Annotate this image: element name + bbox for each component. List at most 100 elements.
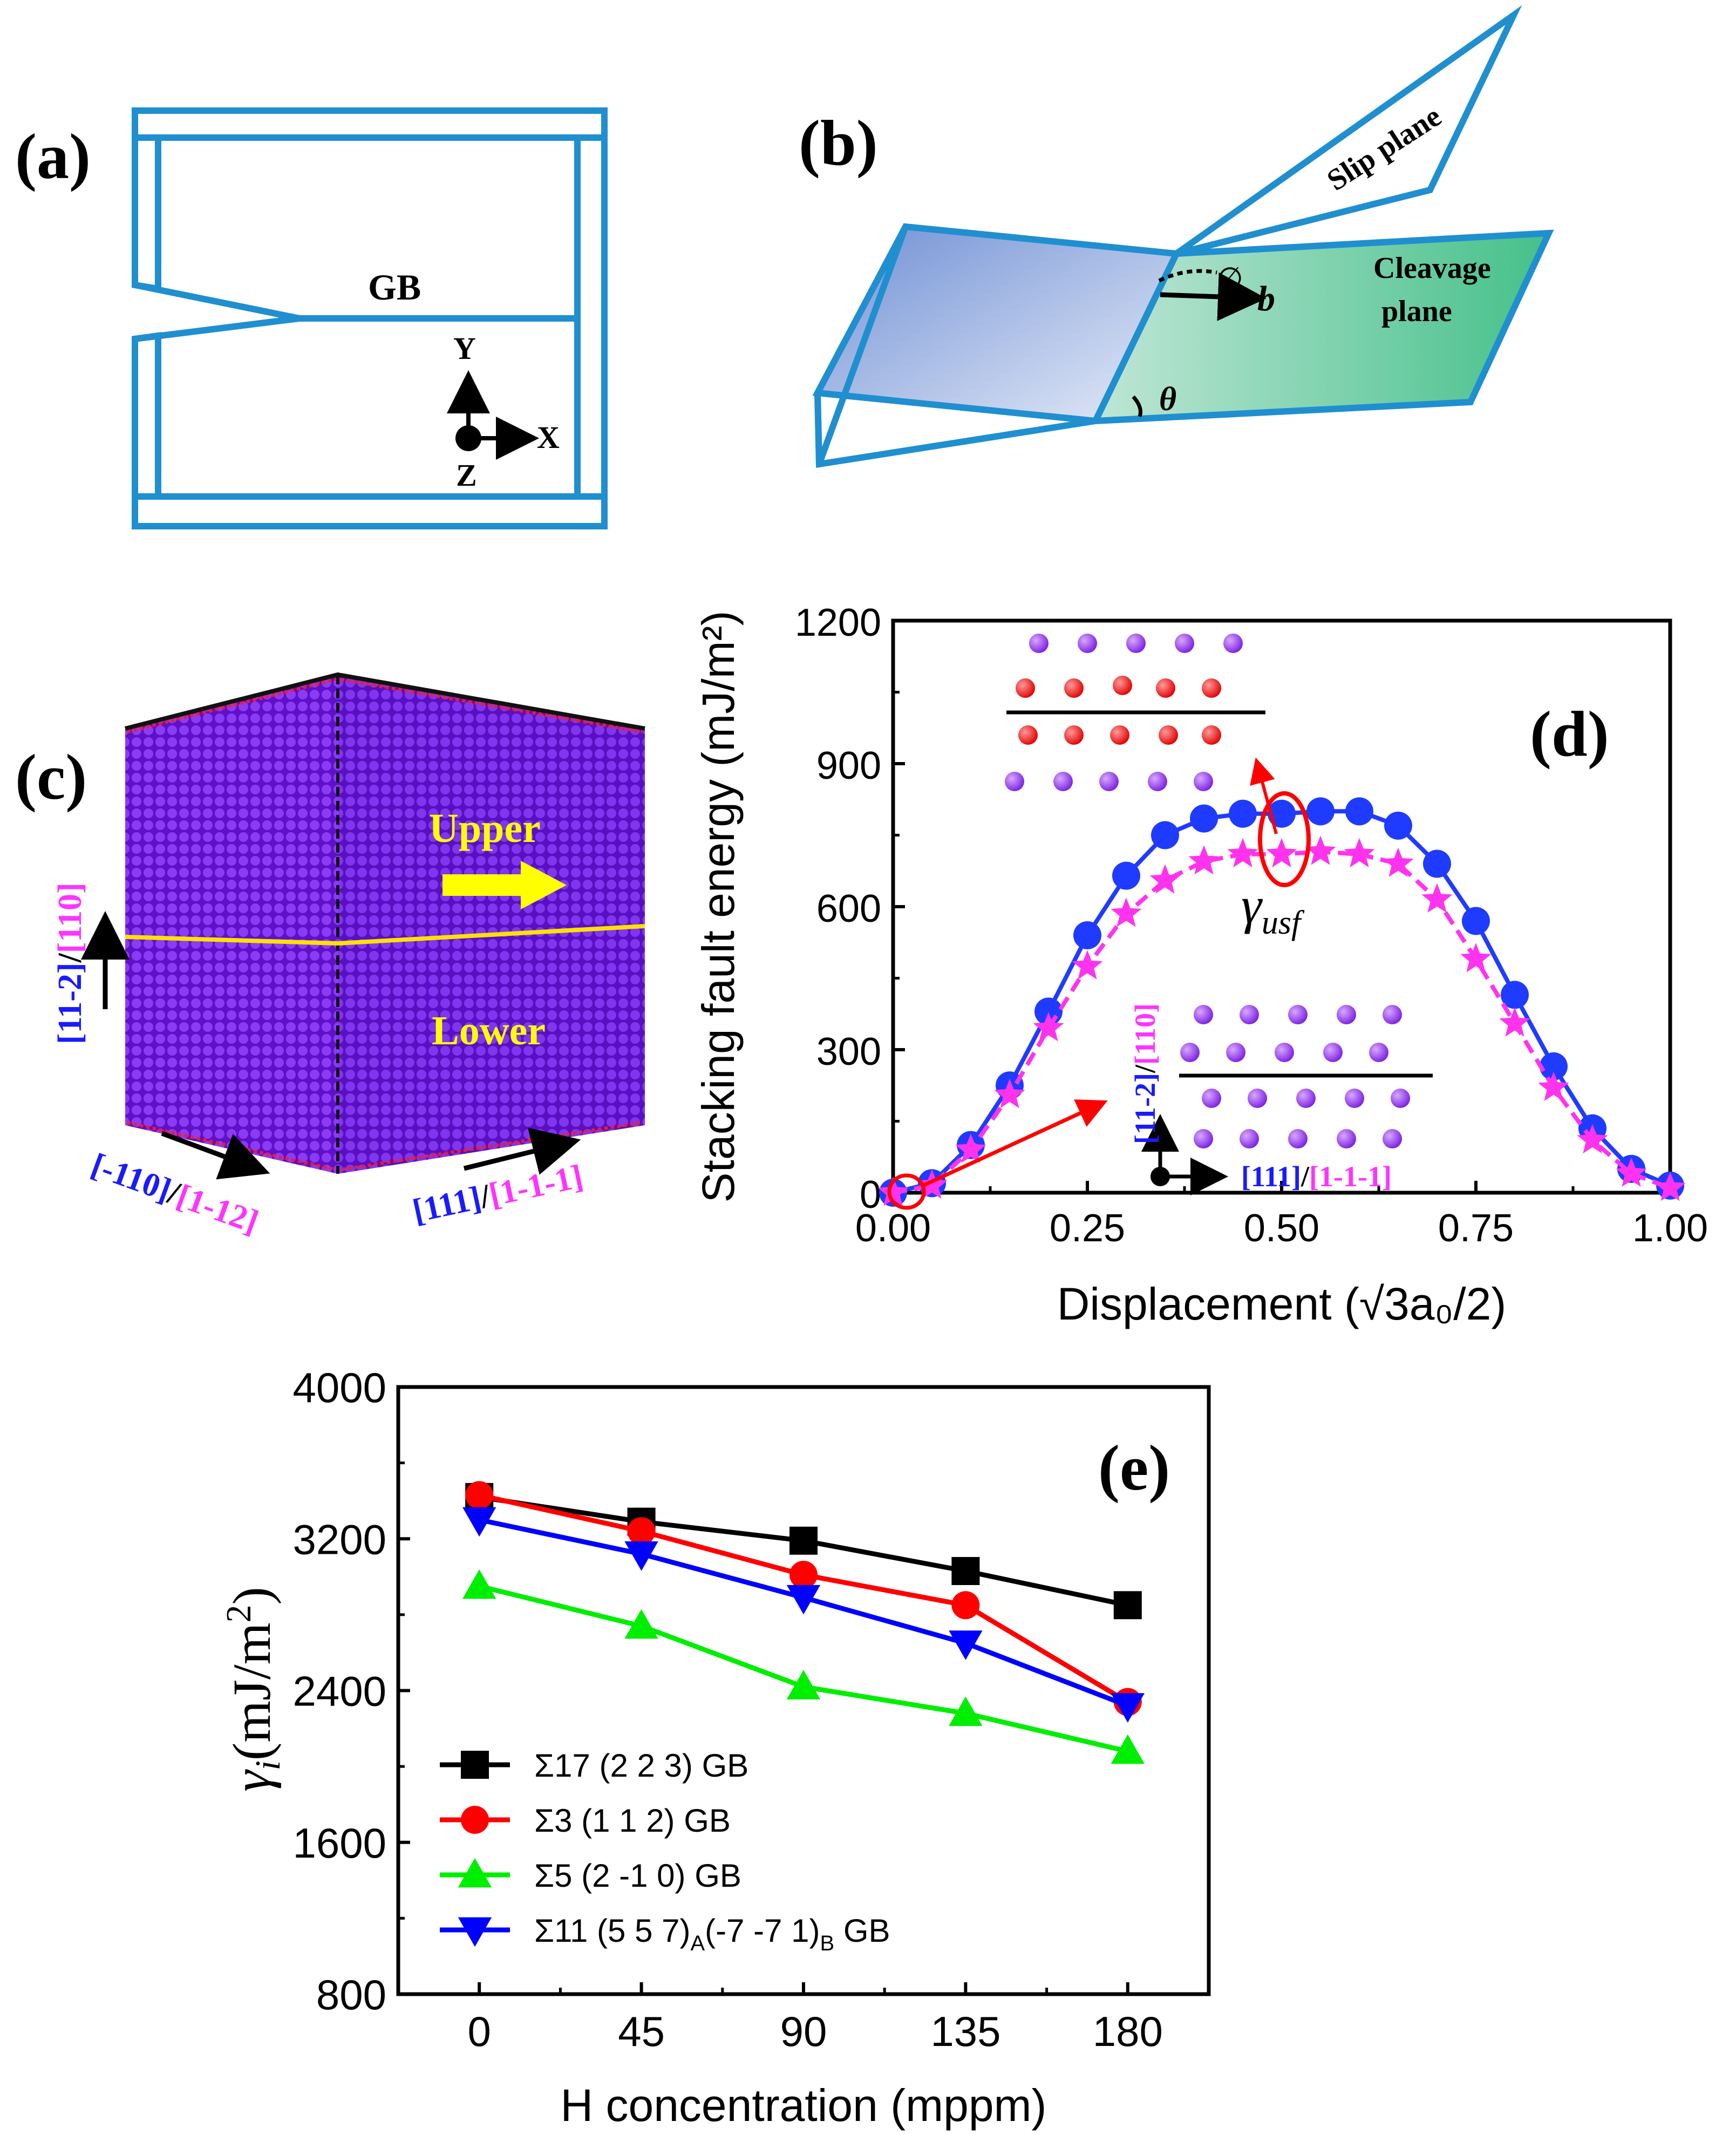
chart-d-series-1-point <box>1540 1052 1568 1080</box>
chart-e-ytick-label: 3200 <box>292 1515 386 1563</box>
theta-symbol: θ <box>1159 381 1176 418</box>
chart-d-series-2-point <box>1616 1157 1647 1187</box>
chart-d-series-1-point <box>1501 981 1529 1009</box>
chart-e-series-1-point <box>1113 1591 1142 1620</box>
chart-e-xtick-label: 135 <box>930 2008 1000 2055</box>
chart-d-series-2-point <box>1383 847 1414 877</box>
slip-plane <box>1174 5 1522 257</box>
panel-d-label: (d) <box>1530 698 1609 770</box>
vertical-dir-a: [11-2] <box>52 962 88 1044</box>
panel-a-label: (a) <box>15 120 91 192</box>
burgers-vector: ∅ b <box>1158 262 1275 321</box>
cleavage-plane-label-2: plane <box>1381 295 1452 328</box>
legend-label-part: GB <box>834 1913 890 1949</box>
crystal-right-face <box>338 675 645 1174</box>
chart-e-xtick-label: 90 <box>780 2008 827 2055</box>
chart-d-series-2-point <box>1227 838 1258 868</box>
chart-e-series-3-point <box>624 1609 658 1639</box>
chart-d-series-2-point <box>1305 835 1336 865</box>
cleavage-plane-label-1: Cleavage <box>1373 251 1491 285</box>
chart-d-series-1-point <box>1151 821 1179 849</box>
chart-e-series-2-point <box>789 1561 818 1589</box>
usf-row-2 <box>1016 676 1221 698</box>
chart-d-ylabel: Stacking fault energy (mJ/m²) <box>693 610 744 1202</box>
chart-d-series-2-point <box>1655 1172 1686 1201</box>
origin-highlight-ellipse <box>887 1173 926 1210</box>
slip-plane-label: Slip plane <box>1321 99 1447 198</box>
axis-y-label: Y <box>453 331 476 366</box>
chart-d-series-1-point <box>1190 804 1218 833</box>
chart-e-ticks: 800 1600 2400 3200 4000 0 45 90 135 180 <box>292 1364 1162 2055</box>
chart-e-xtick-label: 45 <box>618 2008 665 2055</box>
inset-dir-c: [111] <box>1241 1160 1301 1193</box>
chart-d-xtick-label: 0.50 <box>1244 1207 1319 1250</box>
legend-entry-2: Σ3 (1 1 2) GB <box>440 1803 731 1839</box>
chart-e-series-4-point <box>624 1541 658 1571</box>
vertical-dir-b: [110] <box>52 882 88 953</box>
chart-d-xtick-label: 1.00 <box>1632 1207 1708 1250</box>
chart-d-series-1-line <box>893 809 1671 1195</box>
chart-d-series-1-point <box>1306 797 1335 826</box>
panel-a: (a) GB Y X Z <box>15 107 608 529</box>
chart-e-legend: Σ17 (2 2 3) GB Σ3 (1 1 2) GB Σ5 (2 -1 0) G… <box>440 1748 890 1955</box>
chart-d-series-2-point <box>916 1169 948 1199</box>
upper-label: Upper <box>429 806 541 851</box>
chart-e-series-3-point <box>1111 1734 1145 1764</box>
phi-symbol: ∅ <box>1217 262 1243 296</box>
chart-d-series-2-point <box>1421 883 1453 913</box>
chart-e-ylabel: γi(mJ/m2) <box>219 1587 288 1792</box>
crystal-left-face <box>125 675 338 1174</box>
gb-label: GB <box>368 267 421 308</box>
crack-wedge-box <box>818 227 1176 421</box>
chart-d-series-2-line <box>893 849 1671 1195</box>
chart-d-series-2-point <box>1460 943 1492 973</box>
chart-e-series <box>462 1481 1145 1764</box>
vertical-dir-sep: / <box>52 953 88 963</box>
chart-d-series-2 <box>877 835 1686 1206</box>
legend-entry-1: Σ17 (2 2 3) GB <box>440 1748 748 1784</box>
left-dir-a: [-110] <box>86 1146 176 1209</box>
chart-d-series-2-point <box>994 1078 1025 1109</box>
chart-d-ytick-label: 600 <box>816 887 881 930</box>
usf-highlight-ellipse <box>1258 791 1311 887</box>
chart-e-series-4 <box>462 1507 1145 1723</box>
panel-b-label: (b) <box>799 107 878 179</box>
chart-d-xtick-label: 0.25 <box>1050 1207 1125 1250</box>
chart-d-series-2-point <box>1072 950 1103 980</box>
chart-e-series-1-point <box>789 1526 818 1555</box>
chart-d-ytick-label: 1200 <box>795 601 881 644</box>
inset-usf-atoms <box>1005 634 1278 834</box>
chart-d-series-1-point <box>1384 811 1412 840</box>
phi-angle-arc <box>1158 269 1217 283</box>
red-edge-atoms-top <box>127 677 643 733</box>
legend-label: Σ3 (1 1 2) GB <box>534 1803 731 1839</box>
legend-entry-3: Σ5 (2 -1 0) GB <box>440 1858 741 1894</box>
chart-d-series-2-point <box>1111 897 1142 927</box>
svg-text:[111]/[1-1-1]: [111]/[1-1-1] <box>410 1158 586 1230</box>
chart-d-xtick-label: 0.00 <box>855 1207 931 1250</box>
left-dir-b: [1-12] <box>172 1178 263 1241</box>
chart-d-series-2-point <box>1538 1071 1569 1101</box>
chart-d-series-2-point <box>1149 864 1181 894</box>
chart-d-series-1-point <box>1112 861 1140 890</box>
legend-swatch-marker <box>461 1806 489 1834</box>
lower-label: Lower <box>432 1008 546 1053</box>
svg-text:[11-2]/[110]: [11-2]/[110] <box>1129 1003 1161 1144</box>
chart-e-series-3-point <box>786 1670 821 1699</box>
origin-pointer-arrow <box>923 1099 1108 1187</box>
inset-dir-sep-1: / <box>1129 1064 1161 1073</box>
chart-d-xlabel: Displacement (√3a₀/2) <box>1057 1279 1507 1329</box>
sample-frame-bottom <box>132 493 608 529</box>
legend-label: Σ11 (5 5 7)A(-7 -7 1)B GB <box>534 1913 890 1955</box>
theta-angle-arc <box>1132 395 1142 418</box>
inset-dir-d: [1-1-1] <box>1309 1160 1392 1193</box>
chart-d-series-2-point <box>877 1177 909 1206</box>
chart-d-ytick-label: 0 <box>860 1173 881 1216</box>
inset-axis-triad <box>1141 1114 1228 1195</box>
usf-row-1 <box>1029 634 1243 653</box>
legend-label-part: (-7 -7 1) <box>705 1913 820 1949</box>
chart-e-series-4-point <box>1111 1693 1145 1723</box>
chart-e-xtick-label: 0 <box>468 2008 491 2055</box>
